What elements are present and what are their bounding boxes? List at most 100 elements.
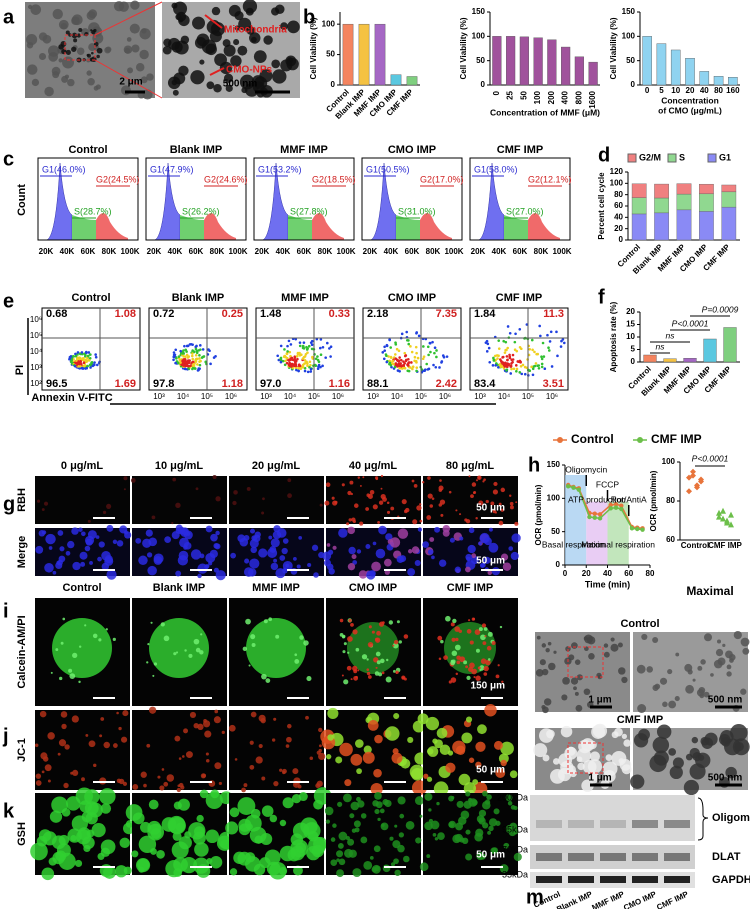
label: 80K [210,247,225,256]
cell-dot [571,642,578,649]
cell-dot [730,724,748,742]
label: 80K [426,247,441,256]
event-dot [382,357,386,361]
cell-dot [126,37,132,42]
cell-dot [728,654,736,661]
event-dot [319,353,323,357]
label: 0.72 [153,308,174,320]
cell-dot [393,640,399,645]
cell-dot [368,625,372,629]
cell-dot [337,843,344,849]
cell-dot [437,832,445,840]
cell-dot [116,711,119,715]
cell-dot [78,680,81,684]
x-tick-label: 80 [646,569,655,578]
event-dot [328,347,331,350]
event-dot [510,367,513,371]
cell-dot [472,779,479,785]
cell-dot [35,545,44,554]
cell-dot [484,635,487,638]
cell-dot [124,531,132,539]
cell-dot [38,530,46,537]
cell-dot [131,850,139,858]
cell-dot [499,625,503,629]
cell-dot [455,509,458,512]
event-dot [198,357,201,360]
cell-dot [485,659,491,666]
cell-dot [479,563,485,568]
cell-dot [61,48,67,55]
cell-dot [465,791,471,797]
zoom-line [94,59,163,99]
event-dot [414,345,418,349]
cell-dot [27,64,38,75]
cell-dot [199,789,209,799]
cell-dot [481,623,487,628]
legend-label: Control [571,432,614,446]
label: Blank IMP [555,889,594,909]
cell-dot [541,668,549,676]
cell-dot [50,671,53,674]
cell-dot [59,676,63,681]
label: 10³ [474,392,486,401]
x-axis-label: Time (min) [585,579,630,589]
cell-dot [356,796,361,802]
event-dot [514,364,518,367]
event-dot [414,359,418,363]
label: 10² [30,379,42,388]
cell-dot [84,32,89,37]
event-dot [91,364,95,368]
legend-label: S [679,152,685,162]
label: 0.25 [222,308,243,320]
event-dot [540,362,544,366]
y-tick-label: 80 [614,190,623,199]
cell-dot [58,58,63,63]
cell-dot [87,78,95,86]
cell-dot [156,850,165,859]
event-dot [200,356,204,359]
cell-dot [184,649,187,652]
cell-dot [287,493,292,499]
cell-dot [65,30,70,35]
cell-dot [87,530,97,539]
cell-dot [659,677,668,685]
cell-dot [101,550,111,561]
label: 10⁶ [439,392,451,401]
label: Blank IMP [153,582,206,594]
legend-swatch [627,153,637,163]
cell-dot [397,528,409,539]
y-tick-label: 150 [547,460,561,469]
cell-dot [199,553,205,559]
event-dot [180,352,184,355]
cell-dot [452,618,457,624]
micrograph [35,710,130,790]
plot-frame [41,307,141,391]
cell-dot [478,500,484,506]
cell-dot [335,756,343,764]
cell-dot [125,804,143,821]
event-dot [191,349,194,352]
point [716,509,722,516]
cell-dot [603,643,609,648]
event-dot [194,360,198,363]
cell-dot [591,725,606,739]
event-dot [289,354,292,358]
label: S(27.8%) [290,206,328,216]
event-dot [538,324,541,328]
cell-dot [429,537,435,542]
marker [597,516,603,521]
cell-dot [393,858,399,865]
cell-dot [350,801,360,811]
panel-label: f [598,286,605,308]
cell-dot [477,724,487,735]
cell-dot [92,633,98,639]
cell-dot [162,45,172,55]
cell-dot [419,519,423,523]
event-dot [319,346,322,350]
y-tick-label: 0 [481,80,486,89]
event-dot [77,358,81,361]
cell-dot [72,561,81,571]
event-dot [289,343,293,346]
cell-dot [262,497,265,501]
cell-dot [392,644,395,647]
